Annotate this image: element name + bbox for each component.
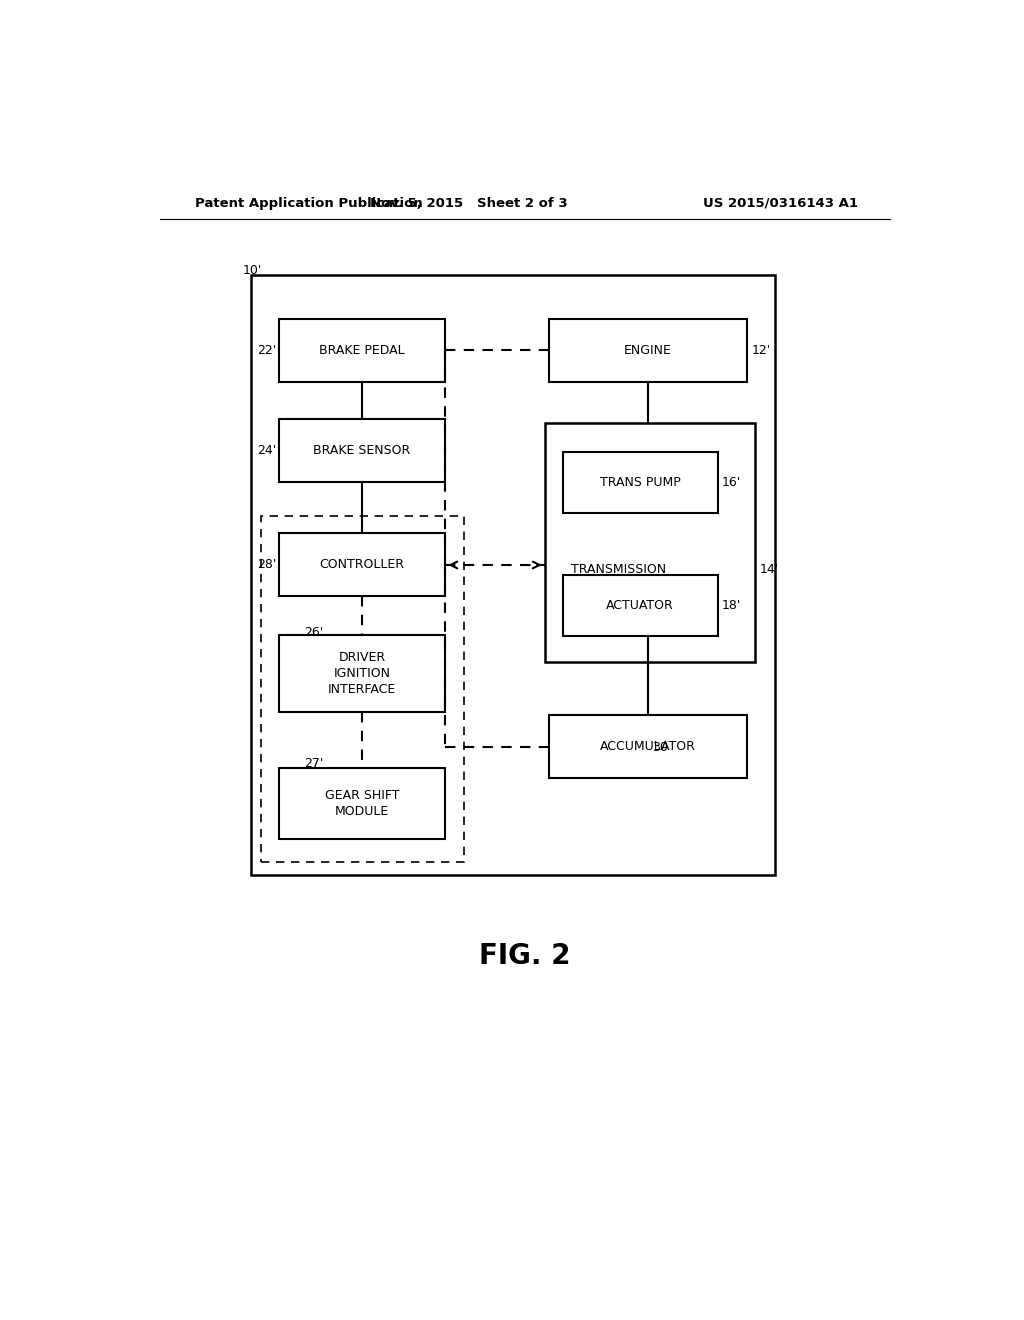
Text: 26': 26' (304, 626, 324, 639)
Text: TRANS PUMP: TRANS PUMP (600, 477, 681, 490)
Bar (279, 418, 445, 482)
Text: BRAKE PEDAL: BRAKE PEDAL (319, 345, 404, 356)
Text: FIG. 2: FIG. 2 (479, 942, 570, 970)
Text: Nov. 5, 2015   Sheet 2 of 3: Nov. 5, 2015 Sheet 2 of 3 (371, 197, 568, 210)
Text: GEAR SHIFT
MODULE: GEAR SHIFT MODULE (325, 789, 399, 818)
Bar (563, 576, 718, 636)
Bar (549, 715, 748, 779)
Text: 22': 22' (257, 345, 276, 356)
Bar (545, 422, 755, 661)
Text: 18': 18' (722, 599, 741, 612)
Bar (251, 276, 775, 875)
Text: ACCUMULATOR: ACCUMULATOR (600, 741, 695, 754)
Bar (279, 533, 445, 597)
Text: 16': 16' (722, 477, 740, 490)
Text: ACTUATOR: ACTUATOR (606, 599, 674, 612)
Bar (563, 453, 718, 513)
Text: 24': 24' (257, 444, 276, 457)
Text: 12': 12' (752, 345, 771, 356)
Text: 10': 10' (243, 264, 262, 277)
Text: 27': 27' (304, 756, 324, 770)
Text: BRAKE SENSOR: BRAKE SENSOR (313, 444, 411, 457)
Bar (549, 319, 748, 381)
Bar (279, 768, 445, 840)
Text: Patent Application Publication: Patent Application Publication (196, 197, 423, 210)
Text: 14': 14' (760, 562, 779, 576)
Text: CONTROLLER: CONTROLLER (319, 558, 404, 572)
Text: TRANSMISSION: TRANSMISSION (571, 562, 666, 576)
Text: DRIVER
IGNITION
INTERFACE: DRIVER IGNITION INTERFACE (328, 651, 396, 696)
Bar (279, 635, 445, 713)
Text: 30: 30 (652, 742, 668, 755)
Bar (279, 319, 445, 381)
Text: ENGINE: ENGINE (624, 345, 672, 356)
Text: 28': 28' (257, 558, 276, 572)
Text: US 2015/0316143 A1: US 2015/0316143 A1 (703, 197, 858, 210)
Bar (261, 516, 464, 862)
